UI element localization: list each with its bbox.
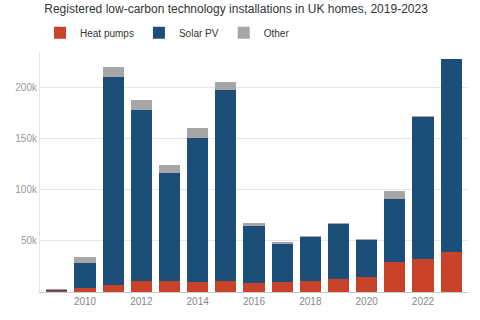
svg-text:2016: 2016 <box>243 296 266 307</box>
svg-text:100k: 100k <box>15 184 38 195</box>
svg-text:150k: 150k <box>15 133 38 144</box>
svg-text:2010: 2010 <box>74 296 97 307</box>
svg-text:2014: 2014 <box>187 296 210 307</box>
svg-text:2020: 2020 <box>356 296 379 307</box>
svg-text:Solar PV: Solar PV <box>179 28 219 39</box>
svg-text:2012: 2012 <box>130 296 153 307</box>
svg-text:Other: Other <box>264 28 290 39</box>
svg-text:Heat pumps: Heat pumps <box>80 28 134 39</box>
svg-text:2022: 2022 <box>412 296 435 307</box>
svg-text:2018: 2018 <box>299 296 322 307</box>
svg-text:Registered low-carbon technolo: Registered low-carbon technology install… <box>44 2 428 16</box>
svg-text:200k: 200k <box>15 82 38 93</box>
svg-text:50k: 50k <box>21 235 38 246</box>
